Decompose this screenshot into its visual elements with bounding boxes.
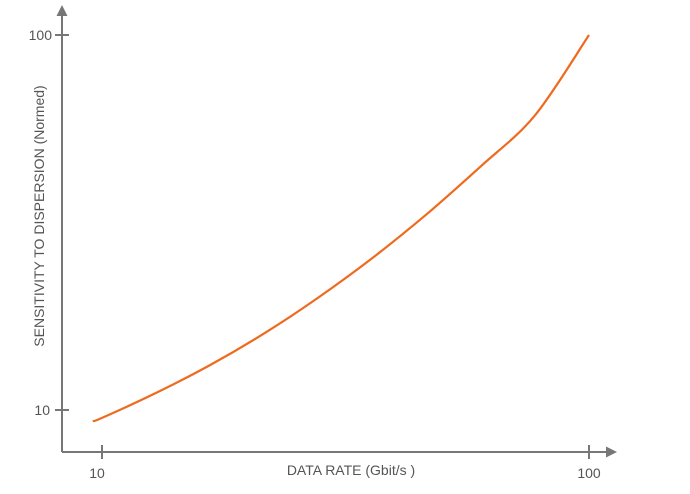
- x-axis-arrow: [606, 446, 617, 458]
- x-axis-label: DATA RATE (Gbit/s ): [287, 462, 415, 478]
- y-tick-label-100: 100: [29, 27, 53, 43]
- y-axis-label: SENSITIVITY TO DISPERSION (Normed): [31, 85, 47, 346]
- x-tick-label-100: 100: [577, 465, 601, 481]
- series-line: [92, 34, 590, 423]
- y-tick-label-10: 10: [34, 402, 50, 418]
- y-axis-arrow: [56, 5, 68, 16]
- x-tick-label-10: 10: [89, 465, 105, 481]
